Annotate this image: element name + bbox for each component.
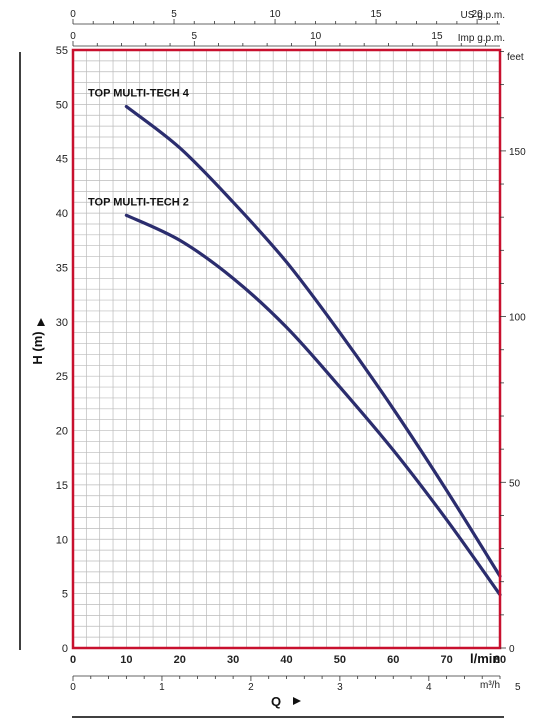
y-tick-label: 15 xyxy=(56,480,68,492)
us-gpm-tick-label: 5 xyxy=(171,9,177,20)
m3h-tick-label: 2 xyxy=(248,682,254,693)
imp-gpm-tick-label: 10 xyxy=(310,31,322,42)
y-tick-label: 30 xyxy=(56,317,68,329)
us-gpm-axis: 0 5 10 15 20 xyxy=(70,9,500,25)
y-axis-title: H (m) xyxy=(30,331,45,364)
feet-tick-label: 50 xyxy=(509,478,521,489)
grid xyxy=(73,50,500,648)
x-tick-label: 70 xyxy=(441,654,453,666)
feet-tick-label: 0 xyxy=(509,644,515,655)
us-gpm-tick-label: 10 xyxy=(269,9,281,20)
feet-tick-label: 150 xyxy=(509,147,526,158)
unit-imp-gpm: Imp g.p.m. xyxy=(458,33,505,44)
x-tick-label: 80 xyxy=(494,654,506,666)
imp-gpm-tick-label: 0 xyxy=(70,31,76,42)
x-tick-labels: 0 10 20 30 40 50 60 70 80 xyxy=(70,654,506,666)
series-label-2: TOP MULTI-TECH 2 xyxy=(88,196,189,208)
y-tick-label: 5 xyxy=(62,589,68,601)
x-axis-title: Q xyxy=(271,694,281,709)
m3h-tick-label: 3 xyxy=(337,682,343,693)
unit-m3h: m³/h xyxy=(480,680,500,691)
imp-gpm-axis: 0 5 10 15 xyxy=(70,31,500,47)
x-tick-label: 40 xyxy=(280,654,292,666)
unit-feet: feet xyxy=(507,52,524,63)
series-line-2 xyxy=(124,213,502,597)
us-gpm-tick-label: 0 xyxy=(70,9,76,20)
y-tick-label: 25 xyxy=(56,371,68,383)
m3h-tick-label: 1 xyxy=(159,682,165,693)
series-label-1: TOP MULTI-TECH 4 xyxy=(88,88,190,100)
y-tick-label: 55 xyxy=(56,45,68,57)
y-tick-label: 10 xyxy=(56,534,68,546)
y-tick-labels: 0 5 10 15 20 25 30 35 40 45 50 55 xyxy=(56,45,68,655)
imp-gpm-tick-label: 15 xyxy=(431,31,443,42)
unit-us-gpm: US g.p.m. xyxy=(461,10,505,21)
x-tick-label: 30 xyxy=(227,654,239,666)
feet-axis: 0 50 100 150 xyxy=(500,51,526,655)
y-axis-arrow-icon xyxy=(37,318,45,326)
y-tick-label: 50 xyxy=(56,99,68,111)
y-tick-label: 20 xyxy=(56,426,68,438)
m3h-tick-label: 0 xyxy=(70,682,76,693)
y-tick-label: 45 xyxy=(56,154,68,166)
chart-frame xyxy=(71,48,502,650)
y-tick-label: 40 xyxy=(56,208,68,220)
us-gpm-tick-label: 20 xyxy=(472,9,484,20)
x-tick-label: 0 xyxy=(70,654,76,666)
x-tick-label: 50 xyxy=(334,654,346,666)
x-tick-label: 20 xyxy=(174,654,186,666)
y-tick-label: 35 xyxy=(56,262,68,274)
m3h-tick-label: 4 xyxy=(426,682,432,693)
series-line-1 xyxy=(124,104,502,578)
x-axis-arrow-icon xyxy=(293,697,301,705)
us-gpm-tick-label: 15 xyxy=(371,9,383,20)
imp-gpm-tick-label: 5 xyxy=(192,31,198,42)
m3h-axis: 0 1 2 3 4 5 xyxy=(70,675,521,693)
y-tick-label: 0 xyxy=(62,643,68,655)
m3h-tick-label: 5 xyxy=(515,682,521,693)
curves: TOP MULTI-TECH 4 TOP MULTI-TECH 2 xyxy=(88,88,502,597)
x-tick-label: 10 xyxy=(120,654,132,666)
x-tick-label: 60 xyxy=(387,654,399,666)
unit-l-min: l/min xyxy=(470,651,500,666)
feet-tick-label: 100 xyxy=(509,313,526,324)
